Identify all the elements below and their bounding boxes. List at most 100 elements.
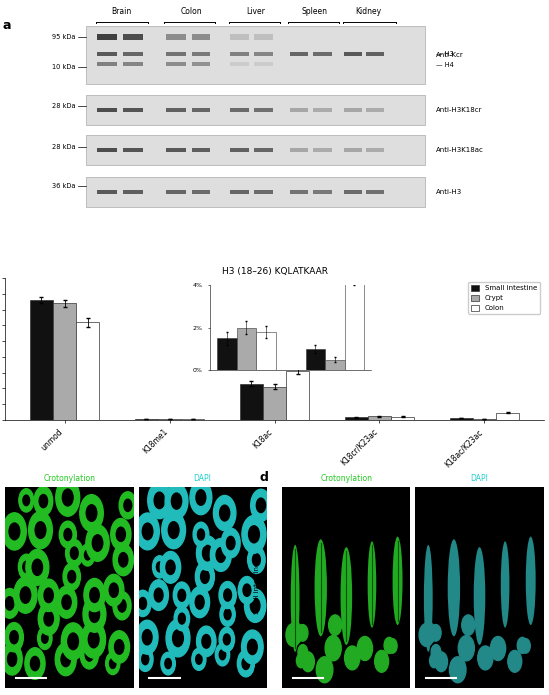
Circle shape — [450, 657, 466, 682]
Circle shape — [59, 521, 76, 548]
Circle shape — [202, 635, 211, 648]
Circle shape — [219, 582, 236, 609]
Bar — [97, 34, 117, 40]
Circle shape — [88, 631, 99, 648]
Bar — [254, 34, 273, 40]
Bar — [240, 384, 263, 420]
Circle shape — [55, 643, 76, 676]
Circle shape — [219, 650, 226, 660]
Circle shape — [136, 620, 158, 654]
Circle shape — [357, 637, 373, 660]
Circle shape — [39, 495, 48, 507]
Circle shape — [223, 634, 230, 645]
Circle shape — [142, 523, 153, 540]
Circle shape — [224, 609, 231, 620]
Circle shape — [118, 599, 126, 612]
Bar — [97, 148, 117, 152]
Text: — H3: — H3 — [436, 51, 453, 57]
Circle shape — [135, 590, 151, 616]
Circle shape — [289, 623, 302, 644]
Circle shape — [169, 522, 179, 539]
Bar — [123, 51, 143, 56]
Text: d: d — [259, 471, 268, 484]
Circle shape — [62, 595, 71, 610]
Bar — [231, 63, 249, 66]
Circle shape — [251, 489, 271, 521]
Circle shape — [42, 633, 48, 644]
Bar — [231, 108, 249, 112]
Bar — [231, 148, 249, 152]
Circle shape — [109, 583, 119, 597]
Circle shape — [38, 627, 52, 649]
Text: Kidney: Kidney — [356, 8, 382, 17]
Circle shape — [248, 546, 265, 573]
Circle shape — [190, 587, 210, 618]
Circle shape — [248, 639, 257, 655]
Bar — [166, 34, 186, 40]
Ellipse shape — [474, 547, 485, 645]
Circle shape — [171, 493, 182, 509]
Circle shape — [462, 615, 475, 635]
Circle shape — [113, 543, 133, 575]
Circle shape — [153, 556, 167, 578]
Circle shape — [238, 577, 256, 604]
Bar — [254, 108, 273, 112]
Ellipse shape — [315, 539, 327, 637]
Circle shape — [192, 648, 206, 671]
Text: Anti-H3: Anti-H3 — [436, 189, 462, 195]
Text: Small intestine: Small intestine — [254, 562, 260, 614]
Bar — [286, 371, 309, 420]
Circle shape — [35, 522, 46, 539]
Circle shape — [431, 644, 441, 660]
Bar — [135, 419, 158, 420]
Circle shape — [458, 636, 474, 661]
Circle shape — [63, 489, 73, 506]
Bar — [97, 190, 117, 194]
Bar — [289, 190, 308, 194]
Circle shape — [86, 505, 97, 521]
Circle shape — [137, 647, 153, 671]
Bar — [344, 190, 362, 194]
Ellipse shape — [368, 541, 376, 628]
Circle shape — [82, 621, 105, 658]
Circle shape — [30, 657, 40, 671]
Circle shape — [61, 652, 70, 667]
Ellipse shape — [393, 537, 402, 625]
Bar — [86, 136, 425, 165]
Circle shape — [430, 625, 441, 641]
Circle shape — [80, 640, 98, 669]
Circle shape — [38, 579, 59, 612]
Circle shape — [115, 639, 124, 654]
Circle shape — [250, 598, 260, 613]
Circle shape — [14, 577, 37, 613]
Bar — [53, 304, 76, 420]
Circle shape — [85, 648, 93, 661]
Circle shape — [61, 623, 85, 660]
Bar — [313, 148, 332, 152]
Legend: Small intestine, Crypt, Colon: Small intestine, Crypt, Colon — [468, 282, 540, 314]
Bar — [30, 300, 53, 420]
Circle shape — [197, 536, 219, 571]
Circle shape — [517, 637, 528, 653]
Circle shape — [220, 603, 235, 626]
Bar — [391, 417, 414, 420]
Circle shape — [256, 498, 266, 512]
Text: Crotonylation: Crotonylation — [321, 475, 372, 483]
Circle shape — [85, 550, 91, 560]
Bar — [86, 26, 425, 84]
Circle shape — [110, 659, 116, 669]
Bar — [192, 190, 210, 194]
Circle shape — [80, 495, 103, 532]
Bar — [344, 51, 362, 56]
Bar — [166, 108, 186, 112]
Circle shape — [429, 653, 439, 668]
Circle shape — [3, 513, 26, 550]
Bar — [344, 108, 362, 112]
Circle shape — [34, 486, 53, 516]
Text: Liver: Liver — [247, 8, 265, 17]
Circle shape — [20, 587, 31, 603]
Bar — [254, 190, 273, 194]
Title: H3 (18–26) KQLATKAAR: H3 (18–26) KQLATKAAR — [221, 267, 328, 276]
Circle shape — [178, 589, 186, 601]
Circle shape — [19, 489, 33, 512]
